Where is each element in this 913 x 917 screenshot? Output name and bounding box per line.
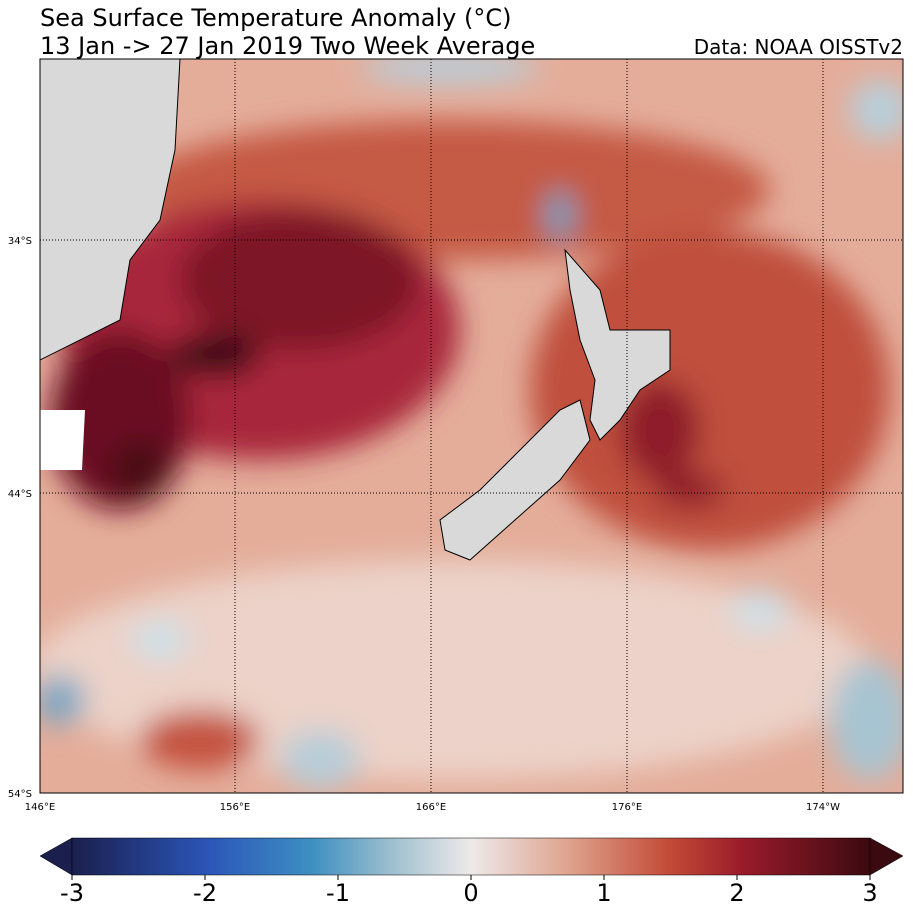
lon-label: 156°E	[220, 802, 250, 813]
colorbar-tick-label: 1	[596, 879, 611, 907]
lat-label: 34°S	[8, 236, 32, 247]
colorbar-tick-label: 0	[463, 879, 478, 907]
colorbar-tick-label: -3	[60, 879, 84, 907]
lon-label: 174°W	[806, 802, 840, 813]
colorbar-tick-label: 3	[862, 879, 877, 907]
source: Data: NOAA OISSTv2	[694, 35, 903, 59]
colorbar-tick-label: -1	[326, 879, 350, 907]
lat-label: 54°S	[8, 789, 32, 800]
map-frame	[39, 58, 904, 794]
colorbar	[39, 837, 904, 876]
subtitle: 13 Jan -> 27 Jan 2019 Two Week Average	[40, 32, 535, 60]
colorbar-tick-label: 2	[729, 879, 744, 907]
lat-label: 44°S	[8, 489, 32, 500]
anomaly-field	[40, 59, 903, 793]
graticule	[40, 59, 903, 793]
lon-label: 176°E	[612, 802, 642, 813]
colorbar-tick-label: -2	[193, 879, 217, 907]
title: Sea Surface Temperature Anomaly (°C)	[40, 4, 511, 32]
lon-label: 166°E	[416, 802, 446, 813]
lon-label: 146°E	[25, 802, 55, 813]
